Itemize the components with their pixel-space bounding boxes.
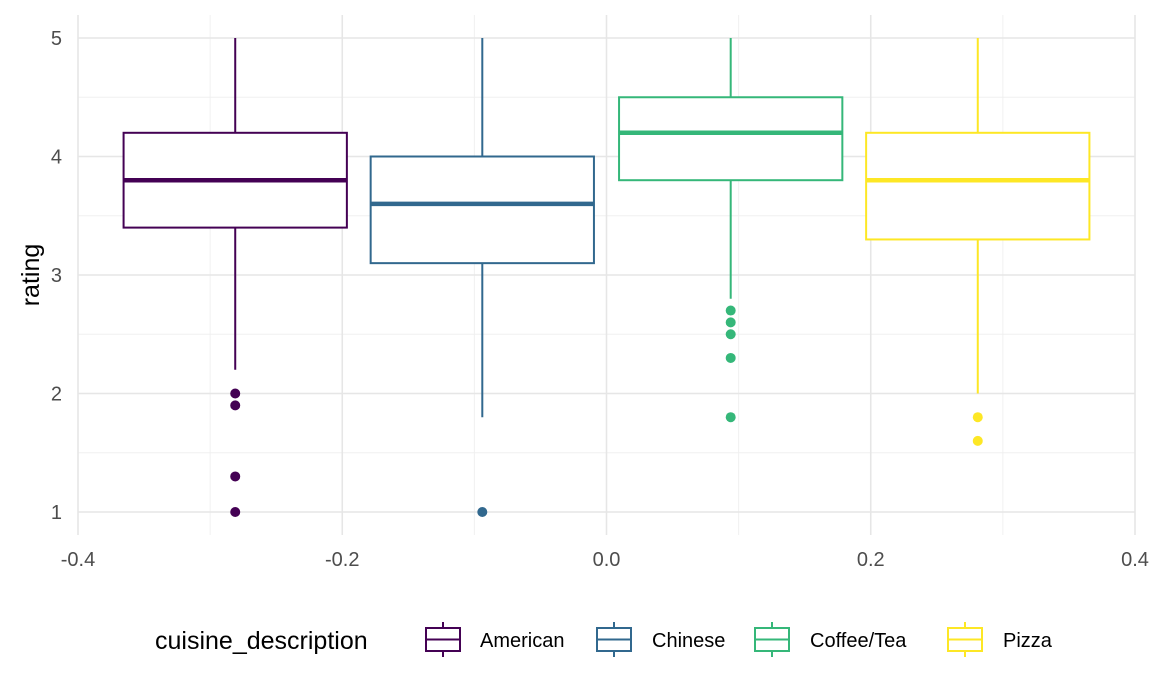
legend-label: American xyxy=(480,630,564,652)
outlier-point xyxy=(230,507,241,517)
outlier-point xyxy=(230,400,241,411)
legend-item-pizza: Pizza xyxy=(947,622,1053,657)
outlier-point xyxy=(725,412,736,423)
outlier-point xyxy=(477,507,488,517)
box-layer xyxy=(122,38,1091,517)
legend-title: cuisine_description xyxy=(155,627,368,655)
x-tick-label: 0.2 xyxy=(857,549,885,571)
y-tick-label: 2 xyxy=(51,384,62,406)
x-tick-label: -0.4 xyxy=(61,549,95,571)
box xyxy=(369,155,595,265)
y-tick-label: 5 xyxy=(51,28,62,50)
outlier-point xyxy=(725,317,736,328)
outlier-point xyxy=(725,352,736,363)
box xyxy=(865,131,1091,241)
outlier-point xyxy=(972,412,983,423)
legend-item-chinese: Chinese xyxy=(596,622,725,657)
outlier-point xyxy=(972,435,983,446)
outlier-point xyxy=(230,471,241,482)
legend: cuisine_description American Chinese Coffe… xyxy=(155,622,1053,657)
outlier-point xyxy=(725,305,736,316)
y-axis-title: rating xyxy=(17,244,45,307)
axis-layer: rating -0.4 -0.2 0.0 0.2 0.4 1 2 3 4 5 xyxy=(17,28,1149,571)
grid-layer xyxy=(77,15,1136,535)
legend-label: Coffee/Tea xyxy=(810,630,907,652)
boxplot-chinese xyxy=(369,38,595,517)
x-tick-label: -0.2 xyxy=(325,549,359,571)
y-tick-label: 4 xyxy=(51,147,62,169)
box xyxy=(618,96,844,182)
outlier-point xyxy=(230,388,241,399)
boxplot-pizza xyxy=(865,38,1091,446)
x-tick-label: 0.0 xyxy=(593,549,621,571)
legend-label: Pizza xyxy=(1003,630,1053,652)
legend-label: Chinese xyxy=(652,630,725,652)
boxplot-american xyxy=(122,38,348,517)
x-tick-label: 0.4 xyxy=(1121,549,1149,571)
y-tick-label: 1 xyxy=(51,502,62,524)
legend-item-american: American xyxy=(425,622,564,657)
y-tick-label: 3 xyxy=(51,265,62,287)
boxplot-coffee-tea xyxy=(618,38,844,423)
outlier-point xyxy=(725,329,736,340)
legend-item-coffee-tea: Coffee/Tea xyxy=(754,622,907,657)
